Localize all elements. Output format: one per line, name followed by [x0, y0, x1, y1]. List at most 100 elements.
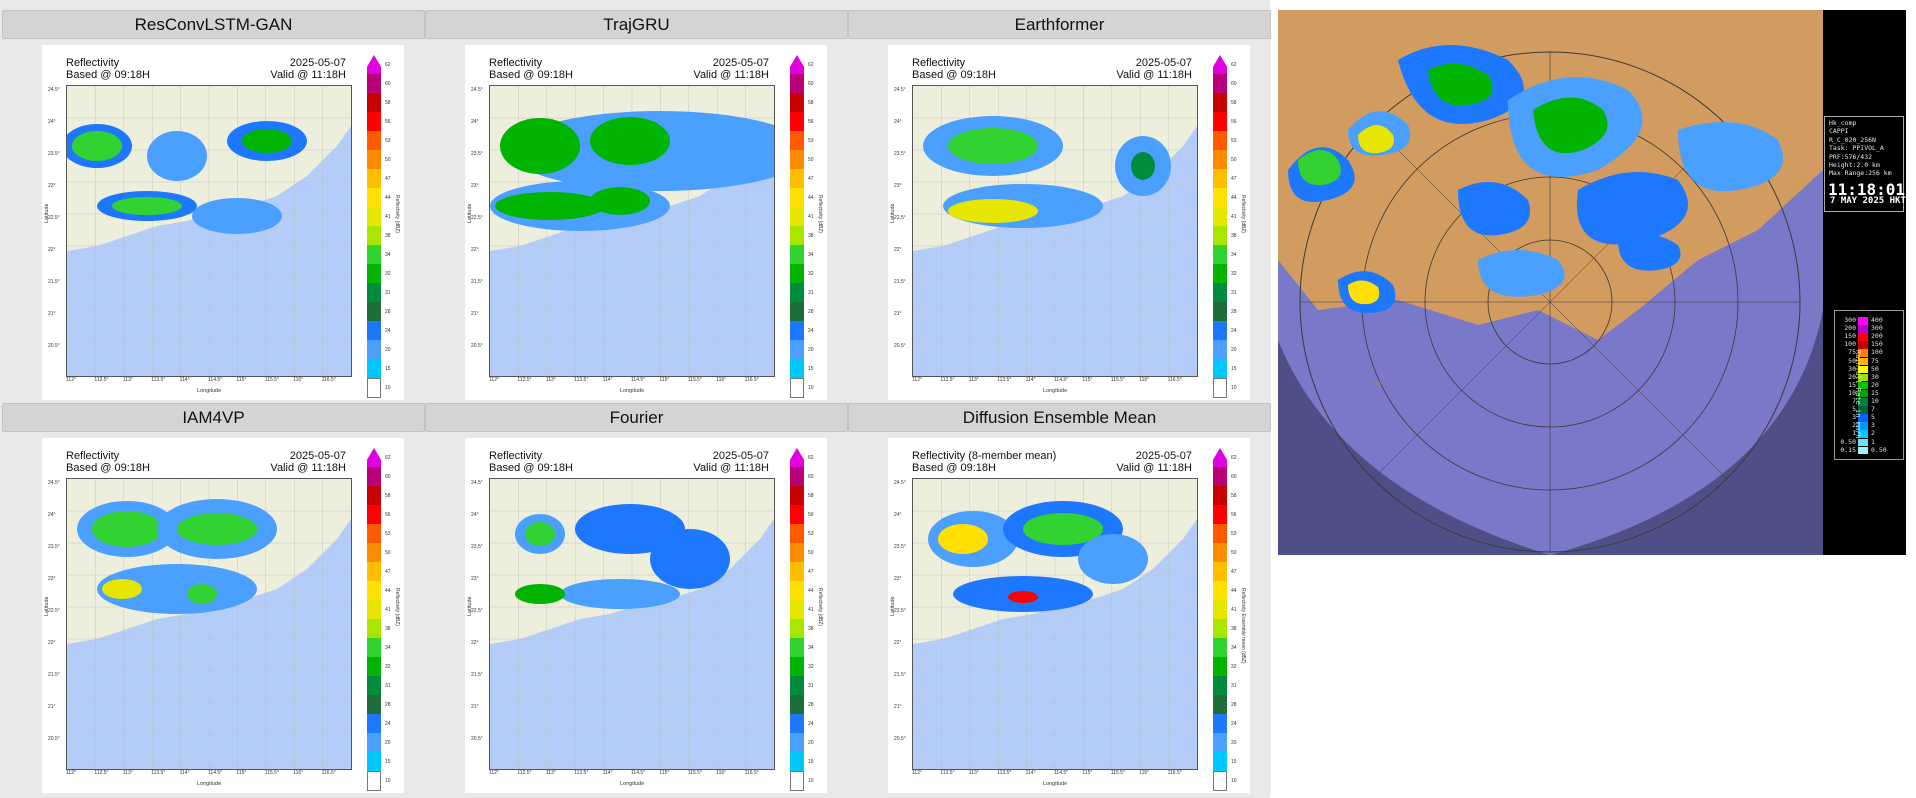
- plot-valid-time: 2025-05-07 Valid @ 11:18H: [270, 57, 346, 81]
- colorbar-tick-label: 58: [808, 492, 814, 499]
- colorbar-tick-label: 20: [1231, 739, 1237, 746]
- colorbar-segment: [790, 245, 804, 265]
- legend-low-value: 2: [1852, 421, 1856, 430]
- legend-swatch: [1858, 430, 1868, 438]
- y-tick-label: 24.5°: [471, 480, 483, 486]
- colorbar-segment: [790, 771, 804, 791]
- colorbar-tick-label: 53: [385, 530, 391, 537]
- y-tick-label: 24.5°: [48, 480, 60, 486]
- colorbar-segment: [790, 733, 804, 753]
- legend-row: 15 20: [1838, 381, 1900, 390]
- colorbar-tick-label: 34: [808, 644, 814, 651]
- plot-card: Reflectivity (8-member mean) Based @ 09:…: [888, 438, 1250, 793]
- x-tick-label: 114°: [602, 377, 613, 383]
- colorbar-segment: [1213, 486, 1227, 506]
- panel-resconvlstm-gan: ResConvLSTM-GAN Reflectivity Based @ 09:…: [2, 10, 425, 402]
- colorbar-label: Reflectivity (dBZ): [1240, 195, 1246, 234]
- x-tick-label: 113.5°: [574, 770, 589, 776]
- x-tick-label: 113°: [122, 377, 133, 383]
- colorbar-segment: [1213, 448, 1227, 468]
- colorbar-segment: [367, 359, 381, 379]
- colorbar-segment: [1213, 169, 1227, 189]
- colorbar-segment: [367, 505, 381, 525]
- colorbar: [367, 55, 381, 398]
- colorbar: [790, 55, 804, 398]
- radar-info-line: PRF:576/432: [1829, 152, 1873, 161]
- colorbar-tick-label: 32: [385, 663, 391, 670]
- y-tick-label: 22°: [471, 247, 479, 253]
- plot-title: Reflectivity Based @ 09:18H: [489, 450, 573, 474]
- colorbar-segment: [790, 321, 804, 341]
- colorbar-segment: [790, 752, 804, 772]
- colorbar-tick-label: 56: [1231, 511, 1237, 518]
- x-tick-label: 114°: [179, 377, 190, 383]
- panel-title: Earthformer: [848, 10, 1271, 39]
- colorbar-segment: [367, 245, 381, 265]
- x-axis-label: Longitude: [1043, 781, 1068, 787]
- plot-title: Reflectivity (8-member mean) Based @ 09:…: [912, 450, 1057, 474]
- legend-swatch: [1858, 389, 1868, 398]
- y-tick-label: 24°: [471, 512, 479, 518]
- plot-valid-time: 2025-05-07 Valid @ 11:18H: [693, 57, 769, 81]
- y-tick-label: 22°: [471, 640, 479, 646]
- colorbar-segment: [1213, 131, 1227, 151]
- colorbar-segment: [790, 93, 804, 113]
- legend-row: 7 10: [1838, 397, 1900, 406]
- colorbar-tick-label: 38: [808, 232, 814, 239]
- x-tick-label: 114.5°: [208, 377, 223, 383]
- colorbar-tick-label: 41: [808, 213, 814, 220]
- colorbar-label: Reflectivity (dBZ): [394, 195, 400, 234]
- y-tick-label: 21°: [471, 311, 479, 317]
- colorbar-tick-label: 32: [385, 270, 391, 277]
- colorbar-segment: [367, 112, 381, 132]
- echo-region: [650, 529, 730, 589]
- colorbar-segment: [790, 74, 804, 94]
- y-tick-label: 23.5°: [894, 544, 906, 550]
- y-tick-label: 20.5°: [894, 736, 906, 742]
- colorbar-tick-label: 44: [385, 194, 391, 201]
- legend-row: 10 15: [1838, 389, 1900, 398]
- panel-diffusion-ensemble-mean: Diffusion Ensemble Mean Reflectivity (8-…: [848, 403, 1271, 795]
- colorbar-tick-label: 60: [1231, 80, 1237, 87]
- colorbar-segment: [367, 264, 381, 284]
- legend-swatch: [1858, 381, 1868, 390]
- colorbar-tick-label: 50: [808, 156, 814, 163]
- colorbar-tick-label: 62: [1231, 61, 1237, 68]
- colorbar: [367, 448, 381, 791]
- colorbar-tick-label: 24: [808, 720, 814, 727]
- colorbar-label: Reflectivity Ensemble mean (dBZ): [1240, 588, 1246, 664]
- colorbar-segment: [1213, 150, 1227, 170]
- panel-iam4vp: IAM4VP Reflectivity Based @ 09:18H 2025-…: [2, 403, 425, 795]
- colorbar-segment: [790, 638, 804, 658]
- colorbar-tick-label: 10: [385, 777, 391, 784]
- colorbar-tick-label: 24: [808, 327, 814, 334]
- colorbar-segment: [1213, 638, 1227, 658]
- x-tick-label: 112.5°: [94, 770, 109, 776]
- legend-swatch: [1858, 398, 1868, 406]
- colorbar-tick-label: 58: [385, 99, 391, 106]
- x-tick-label: 114.5°: [631, 770, 646, 776]
- x-tick-label: 115.5°: [1110, 770, 1125, 776]
- colorbar-segment: [1213, 752, 1227, 772]
- colorbar-segment: [1213, 600, 1227, 620]
- legend-high-value: 400: [1871, 316, 1883, 324]
- x-tick-label: 112.5°: [940, 770, 955, 776]
- x-tick-label: 115°: [1082, 377, 1093, 383]
- legend-row: 0.50 1: [1838, 438, 1900, 446]
- x-tick-label: 116.5°: [744, 377, 759, 383]
- plot-card: Reflectivity Based @ 09:18H 2025-05-07 V…: [888, 45, 1250, 400]
- legend-high-value: 300: [1871, 324, 1883, 333]
- echo-region: [590, 187, 650, 215]
- legend-high-value: 10: [1871, 397, 1879, 405]
- y-tick-label: 23.5°: [48, 544, 60, 550]
- colorbar-label: Reflectivity (dBZ): [817, 588, 823, 627]
- colorbar-tick-label: 31: [385, 682, 391, 689]
- colorbar-segment: [1213, 562, 1227, 582]
- colorbar-tick-label: 24: [385, 720, 391, 727]
- y-tick-label: 20.5°: [894, 343, 906, 349]
- colorbar-tick-label: 62: [385, 454, 391, 461]
- legend-swatch: [1858, 446, 1868, 455]
- colorbar-segment: [790, 264, 804, 284]
- legend-high-value: 7: [1871, 405, 1875, 414]
- echo-region: [500, 118, 580, 174]
